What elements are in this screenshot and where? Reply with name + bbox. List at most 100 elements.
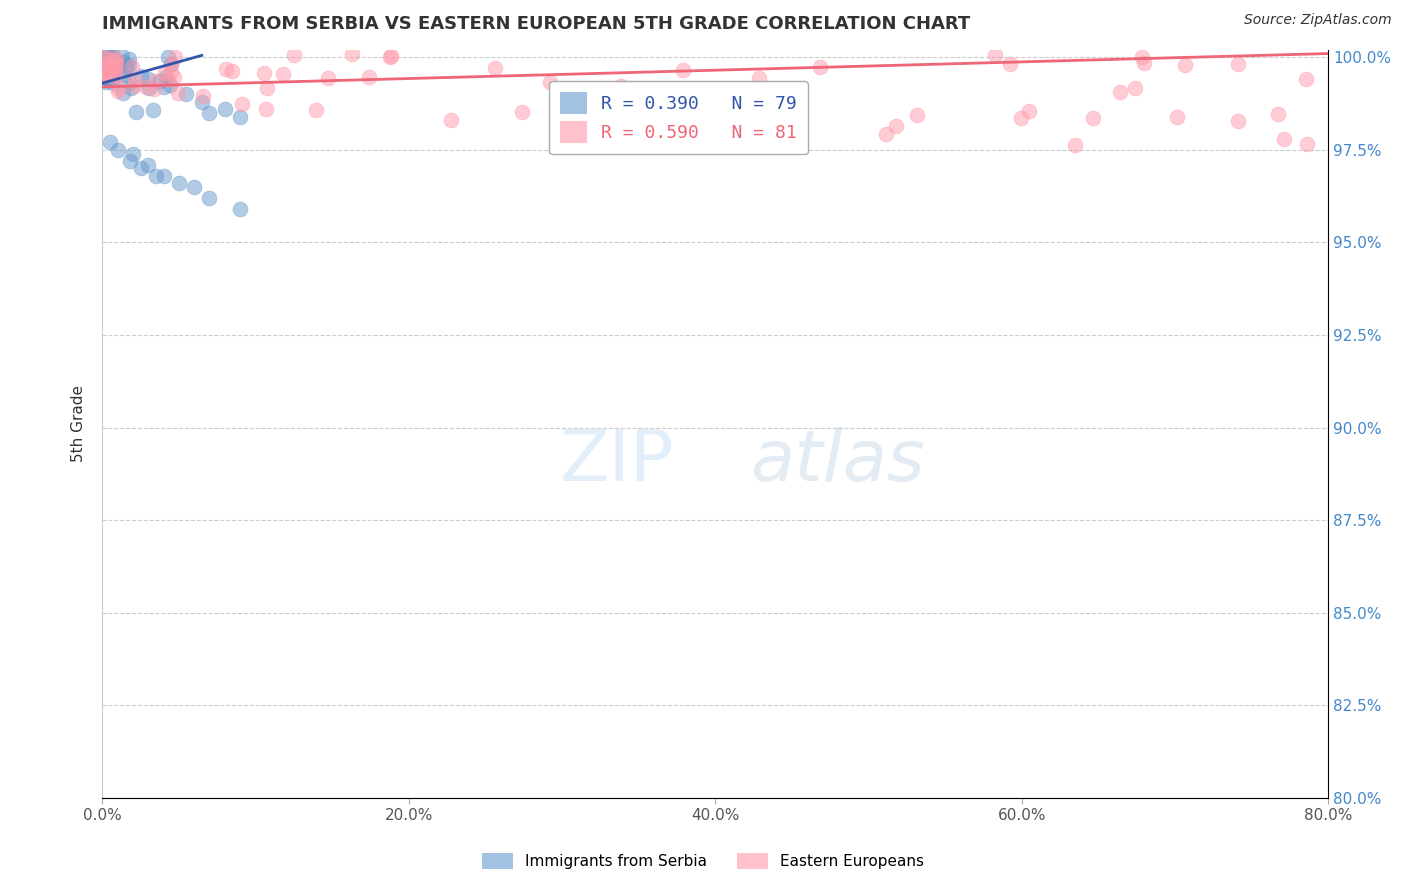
Point xyxy=(121,60,143,74)
Point xyxy=(108,80,131,95)
Point xyxy=(167,86,190,100)
Point xyxy=(96,65,118,79)
Point xyxy=(104,57,127,71)
Point xyxy=(103,76,125,90)
Point xyxy=(96,67,118,81)
Point xyxy=(91,55,114,70)
Point xyxy=(94,73,117,87)
Point xyxy=(96,63,118,78)
Point xyxy=(94,68,117,82)
Point xyxy=(107,84,129,98)
Point xyxy=(1109,85,1132,99)
Point xyxy=(984,48,1007,62)
Point xyxy=(163,70,186,85)
Point xyxy=(97,54,120,69)
Point xyxy=(93,49,115,63)
Point xyxy=(129,161,152,176)
Point xyxy=(104,51,127,65)
Point xyxy=(340,47,363,62)
Point xyxy=(98,136,121,150)
Point xyxy=(96,54,118,69)
Point xyxy=(112,68,135,82)
Point xyxy=(183,180,205,194)
Point xyxy=(1226,114,1249,128)
Legend: R = 0.390   N = 79, R = 0.590   N = 81: R = 0.390 N = 79, R = 0.590 N = 81 xyxy=(548,81,808,154)
Point xyxy=(160,57,183,71)
Point xyxy=(271,67,294,81)
Point xyxy=(101,63,124,78)
Point xyxy=(610,79,633,94)
Point xyxy=(94,51,117,65)
Point xyxy=(105,67,128,81)
Point xyxy=(100,69,122,83)
Point xyxy=(1018,103,1040,118)
Point xyxy=(378,50,401,64)
Point xyxy=(167,176,190,190)
Point xyxy=(103,61,125,75)
Point xyxy=(111,49,134,63)
Point xyxy=(359,70,381,84)
Point xyxy=(214,102,236,116)
Point xyxy=(103,59,125,73)
Point xyxy=(1227,57,1250,71)
Point xyxy=(103,61,125,75)
Point xyxy=(191,95,214,109)
Point xyxy=(105,54,128,68)
Point xyxy=(96,65,118,79)
Point xyxy=(136,72,159,87)
Point xyxy=(538,75,561,89)
Legend: Immigrants from Serbia, Eastern Europeans: Immigrants from Serbia, Eastern European… xyxy=(475,847,931,875)
Point xyxy=(886,120,908,134)
Point xyxy=(120,81,142,95)
Point xyxy=(1000,56,1022,70)
Point xyxy=(1295,72,1317,87)
Point xyxy=(94,67,117,81)
Point xyxy=(198,191,221,205)
Point xyxy=(94,68,117,82)
Point xyxy=(1272,131,1295,145)
Point xyxy=(97,56,120,70)
Point xyxy=(159,65,181,79)
Point xyxy=(100,65,122,79)
Point xyxy=(98,47,121,62)
Point xyxy=(101,66,124,80)
Point xyxy=(145,169,167,183)
Point xyxy=(94,50,117,64)
Point xyxy=(1123,80,1146,95)
Point xyxy=(152,169,174,183)
Point xyxy=(107,143,129,157)
Point xyxy=(229,110,252,124)
Point xyxy=(149,73,172,87)
Text: IMMIGRANTS FROM SERBIA VS EASTERN EUROPEAN 5TH GRADE CORRELATION CHART: IMMIGRANTS FROM SERBIA VS EASTERN EUROPE… xyxy=(103,15,970,33)
Point xyxy=(198,105,221,120)
Point xyxy=(157,72,180,87)
Point xyxy=(96,56,118,70)
Point xyxy=(159,78,181,93)
Point xyxy=(136,158,159,172)
Point xyxy=(138,81,160,95)
Point xyxy=(94,59,117,73)
Point xyxy=(98,66,121,80)
Point xyxy=(1064,137,1087,152)
Point xyxy=(484,61,506,75)
Point xyxy=(135,79,157,94)
Point xyxy=(111,54,134,69)
Point xyxy=(101,62,124,76)
Point xyxy=(98,54,121,69)
Point xyxy=(156,50,179,64)
Point xyxy=(254,102,277,116)
Point xyxy=(253,66,276,80)
Point xyxy=(129,69,152,83)
Point xyxy=(100,65,122,79)
Point xyxy=(98,67,121,81)
Point xyxy=(98,47,121,62)
Point xyxy=(316,70,339,85)
Point xyxy=(97,64,120,78)
Point xyxy=(153,66,176,80)
Point xyxy=(124,73,146,87)
Point xyxy=(1296,137,1319,152)
Point xyxy=(1010,112,1032,126)
Point xyxy=(283,48,305,62)
Point xyxy=(1133,56,1156,70)
Point xyxy=(100,63,122,78)
